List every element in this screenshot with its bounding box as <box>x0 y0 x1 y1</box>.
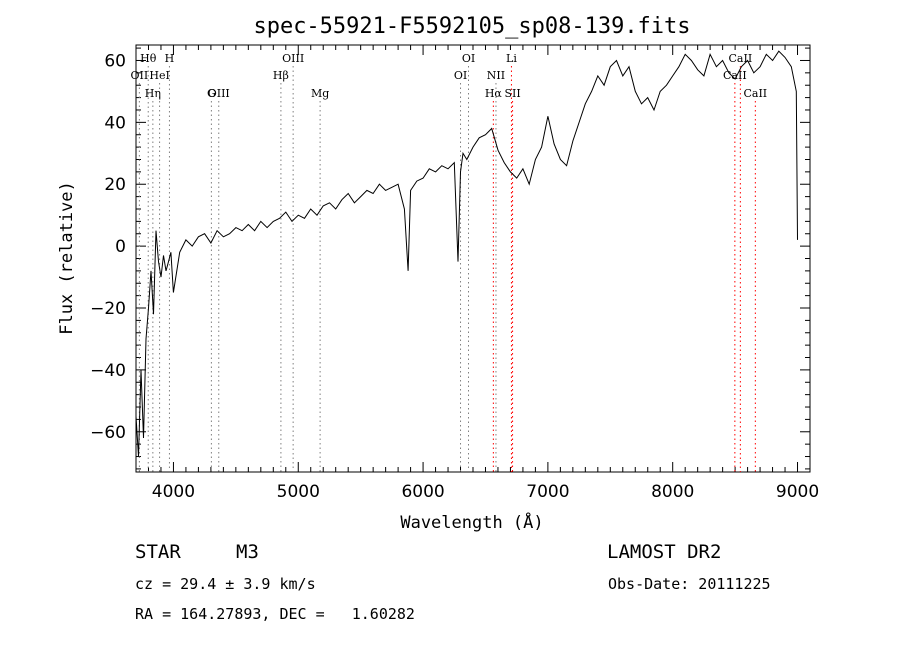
y-tick-label: 20 <box>104 175 126 195</box>
y-tick-label: −40 <box>90 361 126 381</box>
y-tick-label: −20 <box>90 299 126 319</box>
spectral-line-label: HeI <box>149 69 169 82</box>
spectral-line-label: Hη <box>145 87 161 100</box>
y-tick-label: 0 <box>115 237 126 257</box>
x-axis-label: Wavelength (Å) <box>400 511 543 533</box>
plot-frame <box>135 44 811 473</box>
object-class: STAR <box>135 541 181 563</box>
y-tick-label: 40 <box>104 113 126 133</box>
observation-date: Obs-Date: 20111225 <box>608 575 771 593</box>
spectral-line-label: G <box>207 87 216 100</box>
spectrum-line <box>135 50 798 457</box>
spectral-line-label: CaII <box>723 69 747 82</box>
y-tick-label: 60 <box>104 51 126 71</box>
spectral-line-label: OI <box>462 52 475 65</box>
spectral-line-label: SII <box>504 87 520 100</box>
plot-axes: 4000 5000 6000 7000 8000 9000 −60 −40 −20 0 20 40 60 <box>90 44 819 502</box>
survey-name: LAMOST DR2 <box>607 541 722 563</box>
x-tick-label: 5000 <box>277 482 320 502</box>
spectral-line-label: OIII <box>282 52 304 65</box>
spectral-line-label: CaII <box>743 87 767 100</box>
spectral-line-label: Li <box>506 52 517 65</box>
y-tick-label: −60 <box>90 423 126 443</box>
x-tick-label: 7000 <box>526 482 569 502</box>
y-axis-label: Flux (relative) <box>57 181 77 335</box>
spectral-line-label: H <box>165 52 175 65</box>
x-tick-label: 4000 <box>152 482 195 502</box>
spectral-line-label: Hβ <box>273 69 289 82</box>
spectral-line-label: OIII <box>208 87 230 100</box>
spectral-line-label: Hα <box>485 87 503 100</box>
spectral-line-label: Hθ <box>140 52 157 65</box>
object-subclass: M3 <box>236 541 259 563</box>
x-tick-label: 8000 <box>651 482 694 502</box>
redshift-cz: cz = 29.4 ± 3.9 km/s <box>135 575 316 593</box>
spectral-line-label: Mg <box>311 87 329 100</box>
spectral-line-label: NII <box>487 69 505 82</box>
sky-coordinates: RA = 164.27893, DEC = 1.60282 <box>135 605 415 623</box>
x-tick-label: 9000 <box>776 482 819 502</box>
spectral-line-label: OI <box>454 69 467 82</box>
x-tick-label: 6000 <box>401 482 444 502</box>
spectrum-series <box>135 50 798 457</box>
chart-title: spec-55921-F5592105_sp08-139.fits <box>253 14 690 39</box>
spectral-line-markers: Hθ H OIII OI Li CaII OII HeI Hβ OI NII CaII OIII Hη G M… <box>131 52 767 472</box>
spectral-line-label: OII <box>131 69 149 82</box>
